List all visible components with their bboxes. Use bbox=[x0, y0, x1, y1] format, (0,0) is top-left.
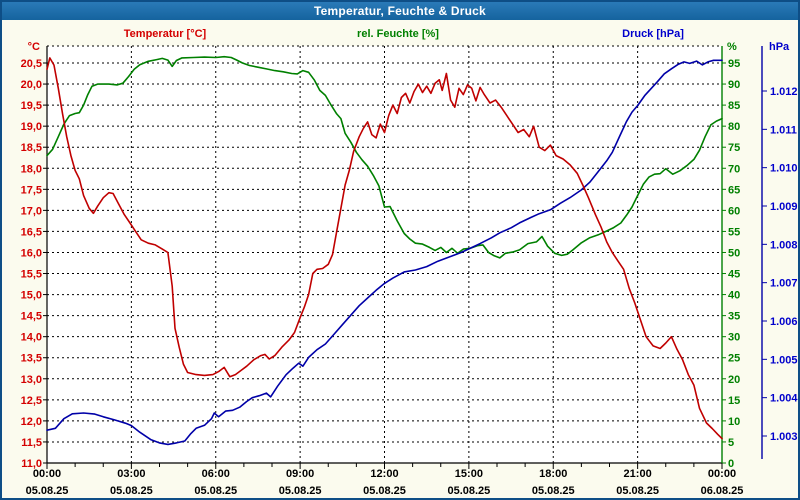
temp-tick-label: 19,5 bbox=[21, 100, 42, 112]
temp-tick-label: 14,0 bbox=[21, 332, 42, 344]
temp-tick-label: 14,5 bbox=[21, 311, 42, 323]
pressure-tick-label: 1.010 bbox=[770, 163, 798, 175]
date-label: 05.08.25 bbox=[363, 485, 406, 497]
pressure-tick-label: 1.004 bbox=[770, 393, 798, 405]
window-title: Temperatur, Feuchte & Druck bbox=[314, 4, 486, 18]
pressure-unit-label: hPa bbox=[769, 41, 790, 53]
legend-humidity-label: rel. Feuchte [%] bbox=[357, 28, 439, 40]
plot-area bbox=[47, 46, 722, 463]
date-label: 05.08.25 bbox=[616, 485, 659, 497]
humidity-tick-label: 85 bbox=[728, 100, 740, 112]
time-label: 00:00 bbox=[33, 468, 61, 480]
temp-tick-label: 17,0 bbox=[21, 205, 42, 217]
temp-tick-label: 19,0 bbox=[21, 121, 42, 133]
legend-pressure-label: Druck [hPa] bbox=[622, 28, 684, 40]
humidity-tick-label: 20 bbox=[728, 374, 740, 386]
pressure-tick-label: 1.012 bbox=[770, 86, 798, 98]
humidity-tick-label: 55 bbox=[728, 226, 740, 238]
temp-tick-label: 15,5 bbox=[21, 269, 42, 281]
pressure-tick-label: 1.008 bbox=[770, 239, 798, 251]
window-title-bar: Temperatur, Feuchte & Druck bbox=[2, 2, 798, 20]
time-label: 12:00 bbox=[370, 468, 398, 480]
date-label: 05.08.25 bbox=[279, 485, 322, 497]
time-label: 00:00 bbox=[708, 468, 736, 480]
time-label: 18:00 bbox=[539, 468, 567, 480]
humidity-tick-label: 45 bbox=[728, 269, 740, 281]
temp-tick-label: 16,5 bbox=[21, 226, 42, 238]
temp-tick-label: 20,5 bbox=[21, 58, 42, 70]
time-label: 06:00 bbox=[202, 468, 230, 480]
date-label: 06.08.25 bbox=[701, 485, 744, 497]
humidity-tick-label: 75 bbox=[728, 142, 740, 154]
temp-tick-label: 13,5 bbox=[21, 353, 42, 365]
pressure-tick-label: 1.007 bbox=[770, 278, 798, 290]
temp-tick-label: 12,5 bbox=[21, 395, 42, 407]
humidity-tick-label: 10 bbox=[728, 416, 740, 428]
humidity-series bbox=[46, 55, 723, 259]
temp-tick-label: 16,0 bbox=[21, 247, 42, 259]
humidity-tick-label: 95 bbox=[728, 58, 740, 70]
humidity-tick-label: 70 bbox=[728, 163, 740, 175]
temp-tick-label: 20,0 bbox=[21, 79, 42, 91]
pressure-tick-label: 1.011 bbox=[770, 124, 797, 136]
temp-tick-label: 13,0 bbox=[21, 374, 42, 386]
temp-tick-label: 18,5 bbox=[21, 142, 42, 154]
pressure-tick-label: 1.003 bbox=[770, 431, 798, 443]
humidity-tick-label: 80 bbox=[728, 121, 740, 133]
humidity-tick-label: 50 bbox=[728, 247, 740, 259]
time-label: 09:00 bbox=[286, 468, 314, 480]
pressure-tick-label: 1.005 bbox=[770, 354, 798, 366]
date-label: 05.08.25 bbox=[447, 485, 490, 497]
humidity-tick-label: 0 bbox=[728, 458, 734, 470]
time-label: 21:00 bbox=[624, 468, 652, 480]
pressure-tick-label: 1.009 bbox=[770, 201, 798, 213]
legend-temperature-label: Temperatur [°C] bbox=[123, 28, 207, 40]
humidity-tick-label: 15 bbox=[728, 395, 740, 407]
time-label: 03:00 bbox=[117, 468, 145, 480]
pressure-series bbox=[46, 59, 723, 446]
temp-tick-label: 17,5 bbox=[21, 184, 42, 196]
humidity-tick-label: 65 bbox=[728, 184, 740, 196]
date-label: 05.08.25 bbox=[26, 485, 69, 497]
humidity-tick-label: 35 bbox=[728, 311, 740, 323]
date-label: 05.08.25 bbox=[194, 485, 237, 497]
temperature-series bbox=[46, 57, 723, 440]
pressure-tick-label: 1.006 bbox=[770, 316, 798, 328]
temp-tick-label: 11,5 bbox=[21, 437, 42, 449]
humidity-tick-label: 90 bbox=[728, 79, 740, 91]
humidity-tick-label: 25 bbox=[728, 353, 740, 365]
temp-tick-label: 11,0 bbox=[21, 458, 42, 470]
humidity-tick-label: 5 bbox=[728, 437, 734, 449]
humidity-tick-label: 40 bbox=[728, 290, 740, 302]
temp-tick-label: 18,0 bbox=[21, 163, 42, 175]
humidity-tick-label: 30 bbox=[728, 332, 740, 344]
date-label: 05.08.25 bbox=[110, 485, 153, 497]
humidity-tick-label: 60 bbox=[728, 205, 740, 217]
time-label: 15:00 bbox=[455, 468, 483, 480]
temp-tick-label: 15,0 bbox=[21, 290, 42, 302]
date-label: 05.08.25 bbox=[532, 485, 575, 497]
temp-tick-label: 12,0 bbox=[21, 416, 42, 428]
humidity-unit-label: % bbox=[727, 41, 737, 53]
temperature-unit-label: °C bbox=[28, 41, 40, 53]
